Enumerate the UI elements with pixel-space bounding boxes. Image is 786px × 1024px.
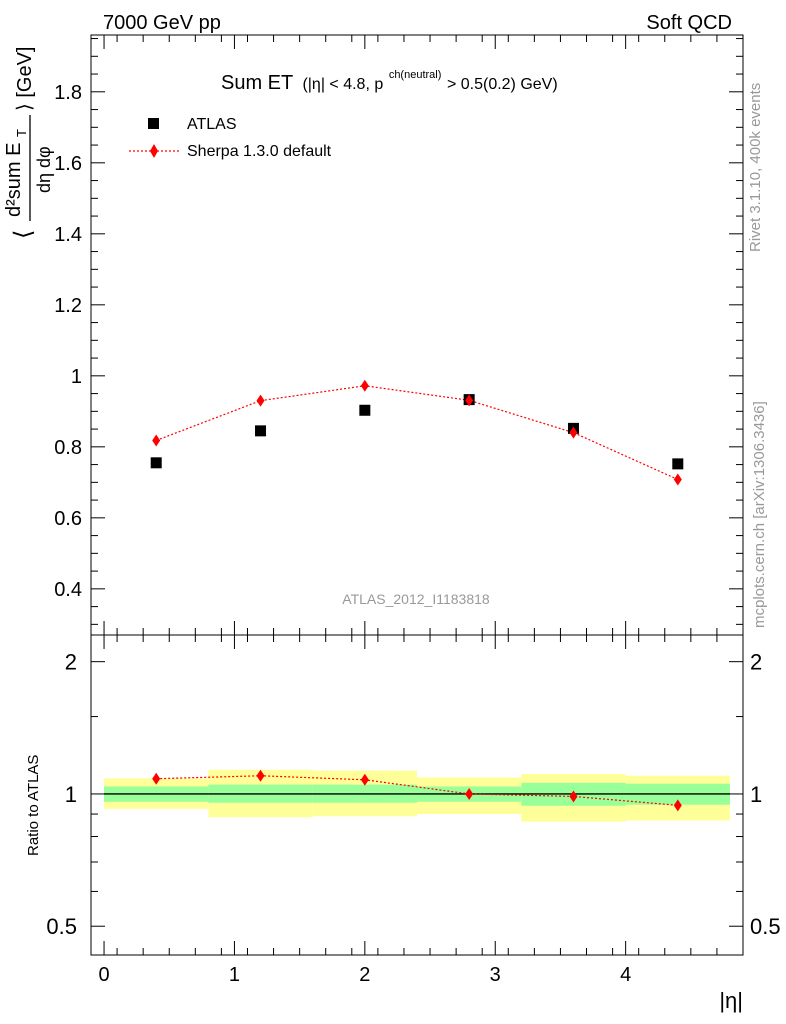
y-label-open: ⟨ [10, 230, 37, 239]
ratio-frame [90, 634, 744, 956]
plot-title-cut-sup: ch(neutral) [389, 69, 442, 81]
x-axis-label: |η| [719, 988, 743, 1013]
ratio-sherpa-point [256, 769, 265, 782]
main-y-tick-label: 0.4 [54, 579, 82, 601]
ratio-x-tick-label: 3 [490, 964, 501, 986]
ratio-panel: 0.5 0.5 1 1 2 2 0 1 2 3 4 Ratio to ATLAS [25, 634, 781, 986]
ratio-points-layer [152, 769, 682, 812]
ratio-y-axis-label: Ratio to ATLAS [25, 755, 42, 856]
ratio-x-tick-label: 1 [229, 964, 240, 986]
ratio-sherpa-point [360, 773, 369, 786]
atlas-point [150, 457, 162, 469]
main-y-tick-label: 1.6 [54, 153, 82, 175]
main-axes-layer: 0.4 0.6 0.8 1 1.2 1.4 1.6 1.8 [54, 35, 743, 635]
plot-title: Sum ET (|η| < 4.8, p ch(neutral) > 0.5(0… [221, 61, 558, 94]
main-points-layer [150, 379, 684, 486]
sherpa-line [155, 385, 679, 481]
ratio-axes-layer: 0.5 0.5 1 1 2 2 0 1 2 3 4 [46, 635, 781, 986]
main-y-tick-label: 1.2 [54, 295, 82, 317]
ratio-y-tick-label-right: 2 [750, 650, 762, 675]
ratio-sherpa-point [152, 772, 161, 785]
analysis-watermark: ATLAS_2012_I1183818 [342, 591, 490, 607]
ratio-y-tick-label: 2 [65, 650, 77, 675]
ratio-sherpa-line [156, 775, 678, 806]
header-left-label: 7000 GeV pp [103, 12, 221, 34]
sherpa-point [673, 473, 682, 486]
y-label-numerator: d²sum E T [3, 129, 29, 217]
atlas-point [672, 458, 684, 470]
legend-label-sherpa: Sherpa 1.3.0 default [187, 143, 332, 160]
source-note: mcplots.cern.ch [arXiv:1306.3436] [751, 401, 768, 628]
ratio-x-tick-label: 0 [98, 964, 109, 986]
sherpa-point [256, 394, 265, 407]
y-label-close: ⟩ [GeV] [14, 47, 36, 112]
ratio-y-tick-label: 1 [65, 782, 77, 807]
sherpa-point [360, 379, 369, 392]
main-y-tick-label: 1.8 [54, 82, 82, 104]
sherpa-point [569, 426, 578, 439]
header-right-label: Soft QCD [646, 12, 732, 34]
legend-marker-atlas [148, 118, 159, 129]
ratio-sherpa-point [569, 790, 578, 803]
legend-marker-sherpa [150, 144, 158, 158]
main-y-tick-label: 0.6 [54, 508, 82, 530]
y-label-num-text: d²sum E [3, 143, 25, 217]
atlas-point [255, 425, 267, 437]
ratio-sherpa-point [465, 787, 474, 800]
plot-title-main: Sum ET [221, 72, 293, 94]
y-label-denominator: dη dφ [34, 146, 54, 193]
main-panel: 0.4 0.6 0.8 1 1.2 1.4 1.6 1.8 Sum ET (|η| < 4.8… [3, 34, 744, 636]
main-y-tick-label: 1 [71, 366, 82, 388]
sherpa-point [465, 394, 474, 407]
sherpa-point [152, 434, 161, 447]
main-y-axis-label: ⟨ d²sum E T dη dφ ⟩ [GeV] [3, 47, 54, 240]
atlas-point [359, 404, 371, 416]
y-label-num-sub: T [14, 129, 29, 137]
plot-title-cut-suffix: > 0.5(0.2) GeV) [447, 76, 558, 93]
ratio-y-tick-label-right: 1 [750, 782, 762, 807]
ratio-y-tick-label-right: 0.5 [750, 914, 781, 939]
main-y-tick-label: 1.4 [54, 224, 82, 246]
legend: ATLAS Sherpa 1.3.0 default [129, 116, 332, 160]
legend-label-atlas: ATLAS [187, 116, 237, 133]
ratio-sherpa-point [673, 799, 682, 812]
ratio-y-tick-label: 0.5 [46, 914, 77, 939]
ratio-x-tick-label: 4 [620, 964, 631, 986]
rivet-note: Rivet 3.1.10, 400k events [747, 83, 764, 252]
ratio-x-tick-label: 2 [359, 964, 370, 986]
plot-title-cut-prefix: (|η| < 4.8, p [302, 76, 383, 93]
main-y-tick-label: 0.8 [54, 437, 82, 459]
